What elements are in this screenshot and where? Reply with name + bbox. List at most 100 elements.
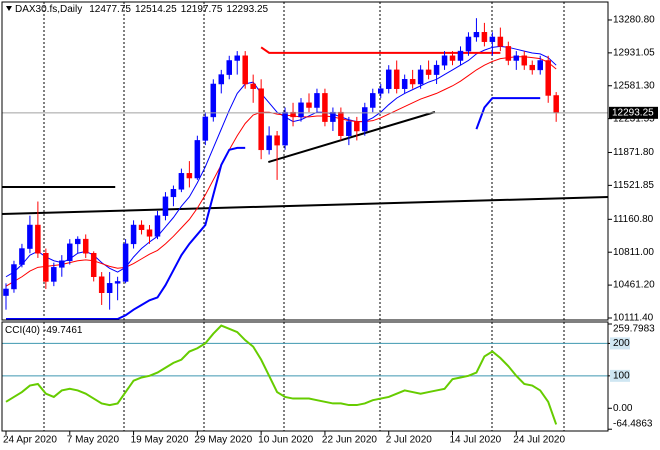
candle-body [202, 116, 209, 141]
candle-body [106, 283, 113, 293]
candle-body [258, 88, 264, 151]
y-tick-label: 11871.80 [613, 147, 654, 158]
candle-body [417, 69, 424, 85]
candle-body [338, 111, 344, 136]
indicator-title: CCI(40) [5, 325, 40, 336]
candle-body [170, 189, 177, 198]
candle-body [322, 93, 328, 122]
candle-body [513, 55, 520, 61]
candle-body [35, 224, 41, 254]
candle-body [210, 83, 217, 118]
moving-average [5, 56, 557, 287]
candle-body [362, 107, 368, 132]
candle-body [43, 252, 49, 282]
candle-body [497, 36, 504, 47]
candle-body [59, 260, 65, 268]
candle-body [27, 224, 33, 249]
y-tick-label: 11160.80 [613, 214, 654, 225]
x-tick-label: 10 Jun 2020 [258, 435, 313, 446]
candle-body [449, 55, 456, 61]
candle-body [385, 69, 392, 89]
y-tick-label: 10461.20 [613, 280, 655, 291]
candle-body [114, 281, 121, 284]
y-tick-label: 12931.05 [613, 48, 655, 59]
candle-body [290, 111, 296, 118]
indicator-panel-frame [1, 321, 609, 432]
candle-body [194, 140, 201, 179]
y-tick-label: 12581.30 [613, 80, 655, 91]
candle-body [266, 135, 272, 151]
candle-body [11, 264, 17, 290]
bid-label-box [609, 106, 658, 119]
candle-body [82, 238, 89, 254]
candle-body [154, 215, 161, 237]
trailing-stop-line [5, 97, 541, 321]
candle-body [218, 74, 225, 85]
bid-label: 12293.25 [612, 107, 654, 118]
y-tick-label: 10811.00 [613, 247, 654, 258]
candle-body [51, 267, 57, 282]
candle-body [457, 50, 464, 61]
candle-body [234, 55, 240, 61]
candle-body [401, 79, 408, 89]
candle-body [545, 60, 551, 96]
candle-body [67, 243, 73, 262]
x-tick-label: 24 Jul 2020 [513, 435, 565, 446]
chart-header: DAX30.fs,Daily 12477.75 12514.25 12197.75 12… [15, 4, 269, 15]
main-panel-frame [1, 1, 609, 321]
candle-body [481, 32, 488, 42]
y-tick-label: 0.00 [613, 403, 633, 414]
trend-line [268, 111, 436, 163]
candle-body [553, 95, 559, 114]
candle-body [306, 102, 312, 108]
candle-body [298, 102, 304, 118]
candle-body [393, 69, 400, 89]
candle-body [90, 252, 97, 277]
candle-body [226, 60, 232, 75]
candle-body [409, 79, 416, 85]
x-tick-label: 22 Jun 2020 [322, 435, 377, 446]
indicator-value: -49.7461 [43, 325, 83, 336]
y-tick-label: 10111.40 [613, 313, 654, 324]
candle-body [473, 32, 480, 38]
candle-body [19, 248, 25, 265]
vertical-grid [43, 2, 565, 431]
x-tick-label: 2 Jul 2020 [386, 435, 433, 446]
candle-body [3, 288, 9, 296]
candle-body [314, 93, 320, 108]
candle-body [178, 173, 185, 190]
level-label-box [610, 369, 630, 382]
candle-body [505, 46, 512, 61]
open-value: 12477.75 [89, 4, 131, 15]
x-tick-label: 7 May 2020 [67, 435, 120, 446]
candle-body [146, 229, 153, 237]
low-value: 12197.75 [181, 4, 223, 15]
y-tick-label: 200 [613, 338, 630, 349]
candle-body [354, 121, 360, 132]
candle-body [433, 64, 440, 75]
candle-body [138, 224, 145, 230]
candle-body [521, 55, 528, 66]
candle-body [425, 69, 432, 75]
candle-body [122, 243, 129, 282]
candle-body [346, 121, 352, 136]
candle-body [250, 83, 256, 89]
x-tick-label: 24 Apr 2020 [3, 435, 57, 446]
y-tick-label: -64.4863 [613, 419, 653, 430]
candle-body [162, 196, 169, 216]
x-tick-label: 14 Jul 2020 [450, 435, 502, 446]
candle-body [537, 60, 543, 71]
candle-body [489, 36, 496, 42]
trend-line [1, 196, 609, 216]
candle-body [378, 88, 384, 94]
candle-body [465, 36, 472, 52]
close-value: 12293.25 [226, 4, 268, 15]
candle-body [186, 173, 193, 179]
symbol-icon [6, 6, 12, 11]
cci-line [5, 324, 558, 425]
high-value: 12514.25 [135, 4, 177, 15]
y-tick-label: 13280.80 [613, 15, 655, 26]
y-tick-label: 259.7983 [613, 324, 655, 335]
